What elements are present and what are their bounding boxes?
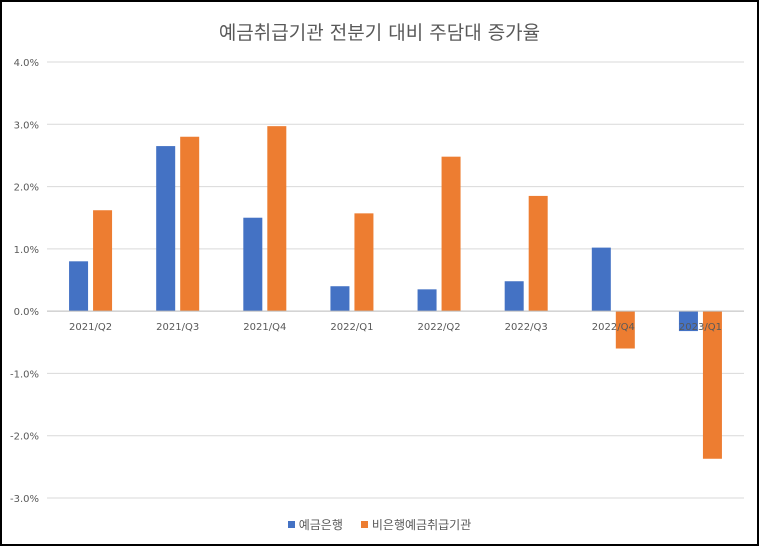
bar-series-1 (417, 289, 437, 312)
legend-swatch-series-2 (360, 521, 368, 528)
x-tick-label: 2021/Q2 (69, 322, 112, 333)
chart-title: 예금취급기관 전분기 대비 주담대 증가율 (218, 22, 541, 44)
bar-series-1 (243, 217, 263, 312)
bar-series-1 (69, 261, 89, 312)
y-tick-label: 0.0% (14, 307, 39, 318)
x-tick-label: 2022/Q4 (592, 322, 635, 333)
y-tick-label: 1.0% (14, 245, 39, 256)
x-tick-label: 2022/Q1 (330, 322, 373, 333)
bar-series-2 (354, 213, 374, 312)
bar-series-2 (180, 136, 200, 312)
legend-item-series-1: 예금은행 (287, 516, 343, 533)
x-tick-label: 2022/Q2 (418, 322, 461, 333)
bar-series-2 (615, 311, 635, 349)
y-tick-label: -2.0% (10, 432, 39, 443)
legend-label-series-1: 예금은행 (298, 518, 343, 532)
y-tick-label: -1.0% (10, 369, 39, 380)
x-tick-label: 2021/Q4 (243, 322, 286, 333)
y-tick-label: 3.0% (14, 120, 39, 131)
bar-series-2 (93, 210, 113, 312)
y-tick-label: 2.0% (14, 183, 39, 194)
bar-series-1 (330, 286, 350, 312)
bar-series-2 (267, 126, 287, 312)
bar-series-1 (678, 311, 698, 332)
y-tick-label: 4.0% (14, 58, 39, 69)
legend: 예금은행 비은행예금취급기관 (2, 516, 757, 533)
x-tick-label: 2021/Q3 (156, 322, 199, 333)
x-tick-label: 2022/Q3 (505, 322, 548, 333)
bar-series-2 (528, 195, 548, 312)
legend-item-series-2: 비은행예금취급기관 (360, 516, 472, 533)
legend-label-series-2: 비은행예금취급기관 (371, 518, 472, 532)
bar-series-1 (591, 247, 611, 312)
bar-series-1 (504, 281, 524, 312)
legend-swatch-series-1 (287, 521, 295, 528)
y-tick-label: -3.0% (10, 494, 39, 505)
bar-series-2 (702, 311, 722, 459)
bar-series-2 (441, 156, 461, 312)
x-tick-label: 2023/Q1 (679, 322, 722, 333)
bar-series-1 (156, 146, 176, 312)
